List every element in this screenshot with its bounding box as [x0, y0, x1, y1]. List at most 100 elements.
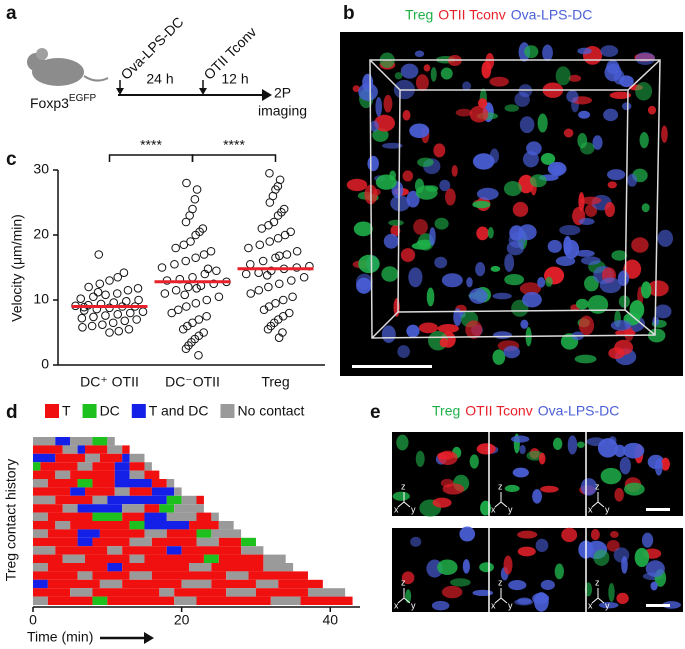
- contact-segment: [189, 521, 219, 530]
- cell: [654, 304, 672, 319]
- cell: [434, 256, 448, 269]
- interval-label: 12 h: [221, 71, 248, 87]
- tripod-label: y: [508, 600, 513, 610]
- contact-segment: [77, 529, 100, 538]
- contact-segment: [129, 521, 145, 530]
- time-arrowhead: [144, 632, 154, 644]
- cell: [608, 582, 615, 602]
- contact-segment: [114, 487, 130, 496]
- cell: [413, 218, 428, 235]
- contact-segment: [47, 512, 93, 521]
- data-point: [87, 321, 97, 331]
- cell: [411, 242, 431, 250]
- data-point: [171, 243, 180, 253]
- cell: [540, 485, 559, 493]
- data-point: [292, 246, 302, 256]
- contact-segment: [55, 453, 86, 463]
- cell: [415, 74, 429, 92]
- cell: [614, 444, 626, 458]
- cell: [580, 256, 601, 265]
- x-tick-label: DC⁺ OTII: [80, 374, 139, 390]
- data-point: [190, 194, 200, 204]
- cell: [490, 265, 501, 272]
- axis-tripod: [591, 588, 605, 604]
- data-point: [181, 217, 191, 227]
- cell: [437, 451, 454, 460]
- tripod-label: x: [588, 504, 593, 514]
- cell: [451, 165, 458, 177]
- data-point: [286, 276, 296, 285]
- cell: [477, 98, 488, 109]
- data-point: [265, 168, 274, 178]
- cell: [537, 113, 548, 133]
- contact-segment: [47, 579, 100, 589]
- data-point: [84, 282, 93, 292]
- cell: [517, 546, 536, 557]
- contact-segment: [144, 470, 160, 479]
- cell: [600, 45, 619, 57]
- data-point: [286, 227, 295, 237]
- cell: [439, 338, 449, 348]
- contact-segment: [33, 529, 48, 538]
- cell: [418, 322, 439, 334]
- tripod-label: y: [411, 504, 416, 514]
- contact-segment: [62, 504, 78, 513]
- cell: [415, 185, 438, 200]
- contact-segment: [92, 537, 130, 547]
- cell: [650, 581, 658, 591]
- cell: [555, 66, 571, 86]
- tripod-label: z: [498, 577, 503, 587]
- data-point: [273, 211, 283, 220]
- cell: [641, 532, 654, 548]
- cell: [514, 598, 534, 606]
- cell: [472, 200, 491, 209]
- data-point: [182, 178, 191, 188]
- cell: [370, 120, 379, 132]
- cell: [406, 324, 420, 338]
- data-point: [265, 198, 275, 207]
- contact-segment: [255, 579, 279, 589]
- contact-segment: [122, 546, 167, 555]
- data-point: [171, 285, 181, 295]
- data-point: [89, 312, 98, 322]
- data-point: [181, 344, 191, 354]
- tripod-label: y: [411, 600, 416, 610]
- contact-segment: [218, 537, 242, 547]
- contact-segment: [77, 537, 93, 547]
- contact-segment: [203, 554, 219, 563]
- cell: [353, 221, 373, 237]
- cell: [397, 345, 410, 358]
- cell: [489, 76, 509, 87]
- cell: [535, 538, 549, 552]
- cell: [489, 148, 500, 164]
- contact-segment: [129, 571, 152, 580]
- contact-segment: [70, 437, 93, 446]
- contact-segment: [144, 512, 167, 521]
- contact-segment: [181, 546, 242, 555]
- cell: [503, 555, 513, 575]
- mouse-label: Foxp3EGFP: [30, 93, 96, 111]
- cell: [607, 169, 626, 181]
- contact-segment: [47, 563, 108, 572]
- tripod-label: y: [605, 504, 610, 514]
- data-point: [125, 308, 135, 318]
- contact-segment: [144, 521, 190, 530]
- contact-segment: [33, 571, 78, 580]
- cell: [504, 104, 519, 112]
- data-point: [184, 282, 193, 292]
- data-point: [288, 292, 297, 302]
- scale-bar: [646, 508, 670, 511]
- data-point: [186, 237, 195, 246]
- data-point: [254, 285, 264, 295]
- data-point: [178, 324, 188, 334]
- contact-segment: [129, 537, 152, 547]
- contact-segment: [129, 487, 152, 496]
- cell: [639, 131, 649, 149]
- data-point: [132, 315, 141, 324]
- cell: [635, 82, 653, 101]
- tripod-label: x: [588, 600, 593, 610]
- cell: [439, 179, 451, 192]
- data-point: [262, 271, 272, 280]
- contact-segment: [151, 479, 167, 488]
- legend-label: T: [62, 403, 71, 419]
